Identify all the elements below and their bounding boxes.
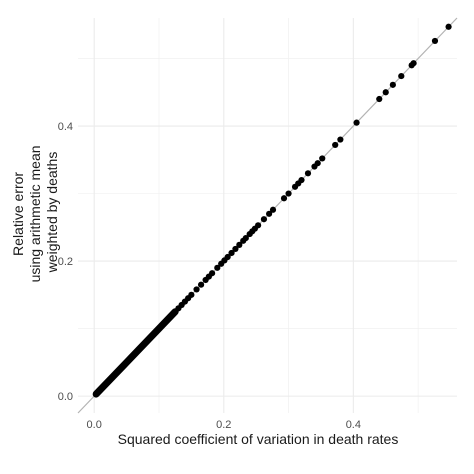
data-point — [353, 119, 360, 126]
x-tick-label: 0.0 — [87, 419, 102, 431]
x-axis-title: Squared coefficient of variation in deat… — [118, 431, 399, 447]
data-point — [319, 155, 326, 162]
data-point — [398, 72, 405, 80]
data-point — [209, 270, 216, 277]
y-axis-title: Relative error using arithmetic mean wei… — [10, 142, 60, 283]
data-point — [236, 241, 243, 248]
x-tick-label: 0.2 — [216, 419, 231, 431]
dense-point-cluster — [92, 308, 179, 398]
y-tick-label: 0.2 — [58, 256, 73, 268]
y-axis-title-line-1: Relative error — [10, 172, 26, 256]
data-point — [197, 281, 205, 288]
data-point — [389, 81, 396, 88]
data-point — [280, 195, 288, 202]
data-point — [224, 253, 231, 261]
y-axis-title-line-2: using arithmetic mean — [27, 145, 43, 282]
data-point — [314, 160, 321, 167]
data-point — [410, 60, 417, 67]
data-point — [445, 23, 452, 30]
major-gridlines — [78, 18, 457, 413]
data-point — [188, 291, 195, 298]
data-point — [193, 286, 200, 293]
data-point — [269, 206, 277, 213]
data-point — [260, 216, 268, 223]
y-axis-title-line-3: weighted by deaths — [44, 152, 60, 274]
data-point — [242, 235, 249, 242]
data-point — [332, 141, 339, 149]
data-point — [255, 222, 262, 229]
data-point — [431, 37, 439, 45]
data-point — [298, 176, 305, 184]
points-layer — [92, 23, 452, 398]
minor-gridlines — [78, 18, 457, 413]
data-point — [337, 136, 344, 143]
data-point — [232, 245, 239, 253]
y-tick-label: 0.0 — [58, 391, 73, 403]
data-point — [382, 89, 389, 96]
y-tick-label: 0.4 — [58, 121, 73, 133]
data-point — [376, 95, 383, 103]
x-tick-label: 0.4 — [346, 419, 361, 431]
y-tick-labels: 0.0 0.2 0.4 — [58, 121, 73, 403]
data-point — [228, 249, 235, 257]
x-tick-labels: 0.0 0.2 0.4 — [87, 419, 361, 431]
data-point — [214, 264, 221, 271]
data-point — [285, 190, 292, 197]
data-point — [304, 170, 312, 177]
data-point — [266, 210, 273, 217]
